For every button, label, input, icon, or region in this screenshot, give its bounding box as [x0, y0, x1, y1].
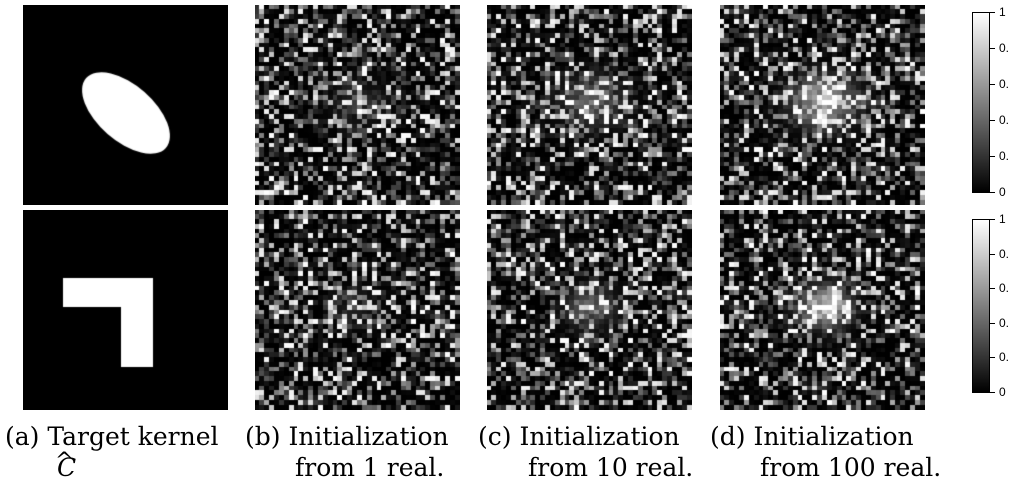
init-10-real-bottom-image [487, 210, 692, 410]
colorbar-tick-mark [990, 357, 995, 358]
colorbar-tick-mark [990, 120, 995, 121]
colorbar-tick-label: 0. [999, 248, 1010, 260]
target-kernel-ellipse-image [23, 5, 228, 205]
caption-a-line1: (a) Target kernel [5, 422, 219, 451]
colorbar-tick-mark [990, 84, 995, 85]
init-100-real-bottom-image [720, 210, 925, 410]
caption-a-line2: ^ C [5, 449, 219, 483]
colorbar-tick-label: 0 [999, 386, 1006, 398]
colorbar-tick-label: 1 [999, 213, 1006, 225]
colorbar-tick-mark [990, 254, 995, 255]
caption-b-line1: (b) Initialization [245, 422, 449, 451]
init-100-real-top-image [720, 5, 925, 205]
caption-c-line1: (c) Initialization [478, 422, 680, 451]
colorbar-bottom [972, 219, 990, 393]
colorbar-tick-label: 0. [999, 42, 1010, 54]
colorbar-tick-label: 0. [999, 114, 1010, 126]
caption-c: (c) Initialization from 10 real. [478, 421, 693, 483]
caption-a-hat: ^ [55, 449, 74, 474]
target-kernel-corner-image [23, 210, 228, 410]
colorbar-tick-label: 0. [999, 351, 1010, 363]
colorbar-tick-mark [990, 192, 995, 193]
caption-d-line2: from 100 real. [760, 453, 942, 482]
colorbar-tick-label: 0. [999, 282, 1010, 294]
colorbar-tick-mark [990, 219, 995, 220]
init-10-real-top-image [487, 5, 692, 205]
colorbar-tick-label: 0. [999, 150, 1010, 162]
colorbar-tick-label: 0. [999, 78, 1010, 90]
caption-b-line2: from 1 real. [295, 453, 445, 482]
colorbar-tick-label: 0 [999, 186, 1006, 198]
colorbar-top [972, 12, 990, 193]
caption-b: (b) Initialization from 1 real. [245, 421, 449, 483]
caption-d: (d) Initialization from 100 real. [710, 421, 941, 483]
caption-a: (a) Target kernel ^ C [5, 421, 219, 483]
colorbar-tick-mark [990, 12, 995, 13]
colorbar-tick-mark [990, 288, 995, 289]
colorbar-tick-mark [990, 323, 995, 324]
colorbar-tick-mark [990, 392, 995, 393]
caption-d-line1: (d) Initialization [710, 422, 914, 451]
colorbar-tick-mark [990, 48, 995, 49]
init-1-real-top-image [255, 5, 460, 205]
colorbar-tick-label: 0. [999, 317, 1010, 329]
init-1-real-bottom-image [255, 210, 460, 410]
caption-c-line2: from 10 real. [528, 453, 694, 482]
colorbar-tick-mark [990, 156, 995, 157]
colorbar-tick-label: 1 [999, 6, 1006, 18]
caption-a-symbol: C [57, 453, 77, 482]
